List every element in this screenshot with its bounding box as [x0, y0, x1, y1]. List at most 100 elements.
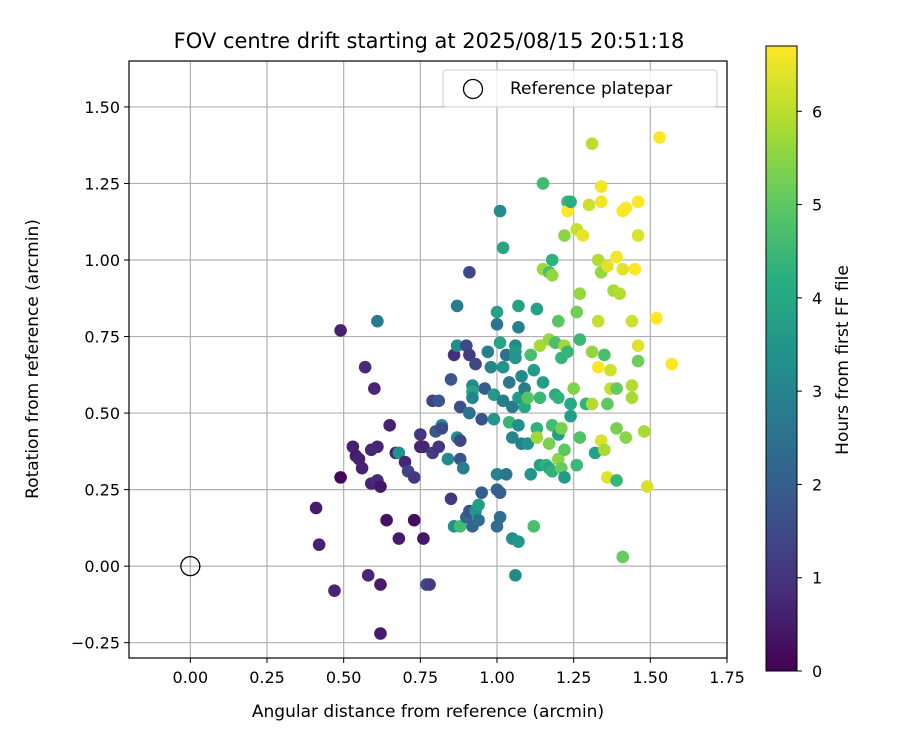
x-axis-ticks: 0.00 0.25 0.50 0.75 1.00 1.25 1.50 1.75 [173, 658, 745, 687]
colorbar-tick-label: 6 [812, 102, 822, 121]
y-tick-label: −0.25 [71, 634, 120, 653]
colorbar: 0 1 2 3 4 5 6 Hours from first FF file [765, 45, 853, 681]
data-point [585, 137, 599, 150]
data-point [450, 299, 464, 313]
data-point [490, 468, 504, 481]
data-point [616, 262, 630, 276]
data-point [493, 336, 507, 349]
y-axis-ticks: −0.25 0.00 0.25 0.50 0.75 1.00 1.25 1.50 [71, 98, 129, 653]
data-point [598, 348, 611, 362]
data-point [567, 382, 580, 395]
data-point [625, 379, 639, 392]
data-point [650, 311, 663, 325]
data-point [533, 391, 547, 405]
data-point [555, 422, 568, 435]
data-point [463, 406, 476, 420]
data-point [552, 391, 565, 405]
data-point [512, 299, 525, 313]
data-point [564, 409, 577, 423]
data-point [475, 412, 488, 426]
y-tick-label: 0.75 [84, 328, 120, 347]
data-point [631, 354, 645, 368]
data-point [653, 131, 666, 144]
data-point [475, 486, 488, 499]
data-point [601, 259, 614, 273]
data-point [637, 425, 651, 438]
data-point [432, 440, 446, 454]
data-point [392, 446, 406, 460]
data-point [610, 474, 623, 487]
data-point [521, 437, 534, 450]
reference-platepar-marker [180, 556, 201, 577]
data-point [441, 452, 455, 466]
data-point [521, 391, 534, 405]
data-point [509, 351, 522, 365]
data-point [328, 584, 341, 597]
data-point [552, 314, 565, 328]
data-point [625, 314, 639, 328]
data-point [374, 627, 387, 640]
data-point [472, 498, 485, 512]
data-point [515, 370, 528, 383]
data-point [392, 532, 406, 545]
data-point [533, 339, 547, 353]
data-point [610, 422, 623, 435]
data-point [493, 204, 507, 218]
data-point [487, 388, 501, 402]
data-point [558, 443, 571, 457]
legend-box [442, 69, 718, 108]
chart-title: FOV centre drift starting at 2025/08/15 … [174, 29, 685, 53]
data-point [453, 520, 467, 533]
data-point [530, 431, 544, 444]
data-point [374, 578, 387, 591]
data-point [496, 241, 510, 255]
data-point [435, 422, 449, 435]
data-point [601, 397, 614, 411]
data-point [558, 229, 571, 242]
data-point [407, 471, 421, 484]
plot-frame [128, 60, 728, 659]
data-point [450, 339, 464, 353]
colorbar-tick-label: 5 [812, 196, 822, 215]
x-tick-label: 1.00 [479, 668, 515, 687]
data-point [576, 229, 590, 242]
data-point [334, 324, 347, 337]
data-point [463, 348, 476, 362]
data-point [484, 360, 498, 374]
data-point [469, 357, 482, 371]
data-point [423, 578, 436, 591]
y-tick-label: 0.25 [84, 481, 120, 500]
data-point [506, 431, 519, 444]
data-point [594, 195, 608, 209]
data-point [530, 422, 544, 435]
data-point [487, 412, 501, 426]
data-point [383, 419, 396, 432]
colorbar-label: Hours from first FF file [833, 265, 853, 455]
data-point [625, 391, 639, 405]
data-point [490, 317, 504, 331]
data-point [542, 437, 556, 450]
data-point [640, 480, 654, 493]
data-point [512, 535, 525, 548]
data-point [558, 471, 571, 484]
data-point [631, 195, 645, 209]
data-point [417, 440, 430, 454]
x-tick-label: 0.00 [173, 668, 209, 687]
data-point [619, 431, 633, 444]
data-point [463, 265, 476, 279]
data-point [585, 345, 599, 359]
data-point [665, 357, 679, 371]
data-point [545, 269, 559, 282]
data-point [512, 321, 525, 334]
data-point [598, 443, 611, 457]
data-point [444, 492, 458, 506]
x-tick-label: 1.50 [633, 668, 669, 687]
data-point [453, 434, 467, 447]
data-point [570, 305, 584, 319]
data-point [478, 382, 492, 395]
x-tick-label: 1.75 [709, 668, 745, 687]
data-point [573, 431, 587, 444]
data-point [610, 250, 623, 264]
data-point [358, 360, 372, 374]
